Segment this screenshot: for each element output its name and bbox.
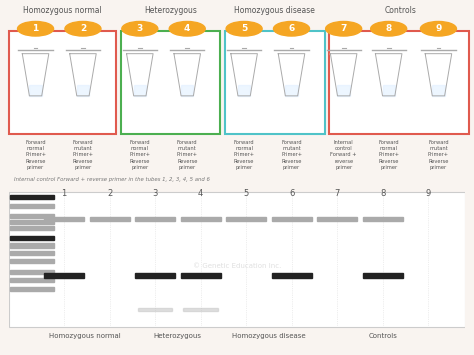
Polygon shape [135,273,175,278]
Bar [121,31,220,134]
Polygon shape [10,214,54,218]
Text: 9: 9 [426,189,431,198]
Text: Homozygous disease: Homozygous disease [235,6,315,15]
Polygon shape [181,217,220,221]
Text: 8: 8 [385,24,392,33]
Text: Controls: Controls [384,6,417,15]
Polygon shape [135,217,175,221]
Text: Forward
mutant
Primer+
Reverse
primer: Forward mutant Primer+ Reverse primer [73,140,93,170]
Polygon shape [77,85,89,96]
Polygon shape [10,226,54,230]
Polygon shape [44,273,84,278]
Polygon shape [272,273,311,278]
Text: 2: 2 [107,189,112,198]
Text: Heterozygous: Heterozygous [154,333,202,339]
Polygon shape [29,85,42,96]
Circle shape [420,21,456,36]
Polygon shape [375,54,402,96]
Text: 7: 7 [335,189,340,198]
Text: Homozygous normal: Homozygous normal [23,6,102,15]
Text: 4: 4 [184,24,191,33]
Text: Internal
control
Forward +
reverse
primer: Internal control Forward + reverse prime… [330,140,357,170]
Polygon shape [285,85,298,96]
Polygon shape [90,217,129,221]
Text: 4: 4 [198,189,203,198]
Circle shape [371,21,407,36]
Text: Forward
mutant
Primer+
Reverse
primer: Forward mutant Primer+ Reverse primer [177,140,198,170]
Polygon shape [383,85,395,96]
Polygon shape [238,85,250,96]
Text: 6: 6 [289,189,294,198]
Polygon shape [10,220,54,224]
Text: 7: 7 [340,24,347,33]
Text: © Genetic Education Inc.: © Genetic Education Inc. [193,263,281,269]
Text: Controls: Controls [368,333,397,339]
Polygon shape [226,217,266,221]
Bar [9,192,465,327]
Text: 8: 8 [380,189,385,198]
Text: 3: 3 [137,24,143,33]
Bar [225,31,325,134]
Polygon shape [231,54,257,96]
Polygon shape [10,244,54,247]
Polygon shape [330,54,357,96]
Polygon shape [127,54,153,96]
Polygon shape [10,287,54,291]
Text: Forward
mutant
Primer+
Reverse
primer: Forward mutant Primer+ Reverse primer [428,140,449,170]
Polygon shape [174,54,201,96]
Polygon shape [134,85,146,96]
Text: Internal control Forward + reverse primer in the tubes 1, 2, 3, 4, 5 and 6: Internal control Forward + reverse prime… [14,177,210,182]
Polygon shape [278,54,305,96]
Text: 5: 5 [244,189,249,198]
Polygon shape [181,85,193,96]
Text: Forward
normal
Primer+
Reverse
primer: Forward normal Primer+ Reverse primer [25,140,46,170]
Text: Heterozygous: Heterozygous [144,6,197,15]
Polygon shape [10,195,54,199]
Circle shape [226,21,262,36]
Circle shape [18,21,54,36]
Text: 5: 5 [241,24,247,33]
Text: 6: 6 [288,24,295,33]
Text: Forward
normal
Primer+
Reverse
primer: Forward normal Primer+ Reverse primer [129,140,150,170]
Bar [329,31,469,134]
Circle shape [65,21,101,36]
Polygon shape [363,217,402,221]
Text: Homozygous disease: Homozygous disease [232,333,306,339]
Circle shape [273,21,310,36]
Polygon shape [317,217,357,221]
Polygon shape [425,54,452,96]
Polygon shape [10,236,54,240]
Polygon shape [10,270,54,274]
Circle shape [122,21,158,36]
Text: 9: 9 [435,24,442,33]
Circle shape [326,21,362,36]
Polygon shape [138,308,173,311]
Circle shape [169,21,205,36]
Text: Homozygous normal: Homozygous normal [49,333,120,339]
Polygon shape [272,217,311,221]
Polygon shape [10,259,54,263]
Polygon shape [22,54,49,96]
Polygon shape [183,308,218,311]
Text: Forward
normal
Primer+
Reverse
primer: Forward normal Primer+ Reverse primer [378,140,399,170]
Polygon shape [70,54,96,96]
Text: Forward
normal
Primer+
Reverse
primer: Forward normal Primer+ Reverse primer [234,140,255,170]
Polygon shape [10,204,54,208]
Polygon shape [432,85,445,96]
Polygon shape [10,251,54,255]
Text: 2: 2 [80,24,86,33]
Bar [9,31,116,134]
Polygon shape [44,217,84,221]
Text: Forward
mutant
Primer+
Reverse
primer: Forward mutant Primer+ Reverse primer [281,140,302,170]
Text: 1: 1 [62,189,67,198]
Polygon shape [363,273,402,278]
Text: 3: 3 [153,189,158,198]
Polygon shape [337,85,350,96]
Polygon shape [181,273,220,278]
Polygon shape [10,278,54,282]
Text: 1: 1 [32,24,39,33]
